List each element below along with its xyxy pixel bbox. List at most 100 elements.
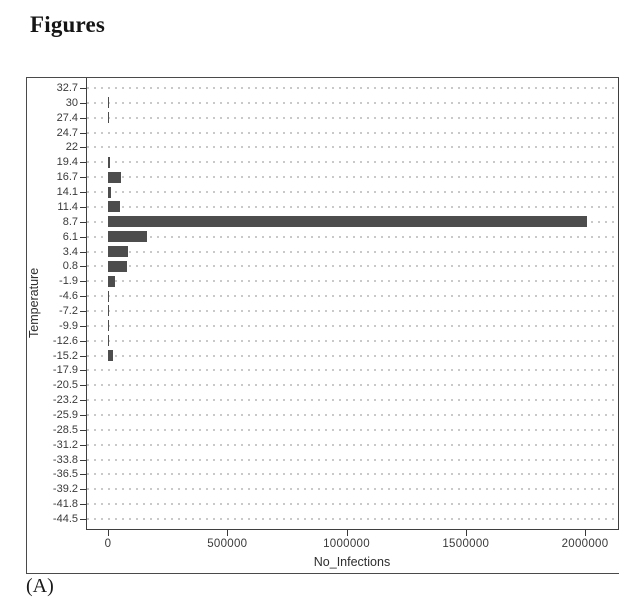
y-tick-label: -17.9 [52, 364, 78, 377]
y-tick-label: -12.6 [52, 334, 78, 347]
y-tick-label: -1.9 [59, 275, 78, 288]
bar-0.8 [108, 260, 127, 272]
y-tick-label: 24.7 [56, 126, 78, 139]
y-tick-label: 30 [65, 96, 78, 109]
figure-caption: (A) [26, 575, 54, 597]
y-tick-mark [80, 340, 86, 342]
x-tick-mark [465, 530, 467, 536]
gridline [87, 265, 618, 268]
bar--15.2 [108, 350, 113, 361]
bar--7.2 [108, 305, 109, 317]
y-tick-mark [80, 400, 86, 402]
x-tick-label: 0 [104, 538, 112, 550]
y-tick-mark [80, 370, 86, 372]
y-tick-mark [80, 266, 86, 268]
y-tick-label: 32.7 [56, 82, 78, 94]
gridline [87, 280, 618, 283]
page-title: Figures [30, 12, 106, 37]
gridline [87, 518, 618, 520]
gridline [87, 428, 618, 431]
y-tick-mark [80, 310, 86, 312]
y-tick-mark [80, 147, 86, 149]
y-tick-mark [80, 444, 86, 446]
x-tick-label: 1000000 [323, 538, 370, 550]
gridline [87, 131, 618, 134]
y-tick-mark [80, 355, 86, 357]
gridline [87, 146, 618, 149]
bar--4.6 [108, 290, 110, 302]
figure-image: 32.7 30 27.4 24.7 22 19.4 16.7 14.1 11.4 8.7 6.1 3.… [26, 77, 619, 574]
gridline [87, 191, 618, 193]
x-tick-mark [346, 530, 348, 536]
y-tick-label: -36.5 [52, 468, 78, 481]
y-tick-mark [80, 325, 86, 327]
y-tick-mark [80, 429, 86, 431]
bar-6.1 [108, 231, 148, 243]
bar-19.4 [108, 156, 110, 168]
gridline [87, 250, 618, 253]
y-tick-label: -41.8 [52, 498, 78, 511]
y-tick-mark [80, 162, 86, 164]
gridline [87, 384, 618, 387]
gridline [87, 488, 618, 491]
gridline [87, 369, 618, 372]
y-tick-mark [80, 504, 86, 506]
y-tick-label: -9.9 [59, 319, 78, 332]
bar-11.4 [108, 201, 120, 213]
gridline [87, 354, 618, 357]
x-tick-mark [585, 530, 586, 536]
y-tick-label: 14.1 [56, 186, 78, 198]
y-tick-mark [80, 519, 86, 520]
gridline [87, 205, 618, 208]
gridline [87, 176, 618, 179]
gridline [87, 235, 618, 238]
bar-8.7 [108, 216, 588, 228]
y-tick-mark [80, 117, 86, 119]
y-tick-label: 27.4 [56, 111, 78, 124]
x-tick-mark [108, 530, 109, 536]
y-tick-label: 0.8 [62, 260, 78, 273]
y-tick-mark [80, 221, 86, 223]
y-tick-label: 19.4 [56, 156, 78, 169]
x-tick-label: 1500000 [442, 538, 490, 550]
y-tick-label: 22 [65, 141, 78, 154]
gridline [87, 443, 618, 446]
bar--9.9 [108, 320, 109, 332]
y-tick-label: 3.4 [62, 245, 78, 258]
gridline [87, 324, 618, 327]
gridline [87, 473, 618, 476]
y-tick-label: -7.2 [59, 304, 78, 317]
y-tick-label: 8.7 [62, 215, 78, 228]
y-tick-mark [80, 415, 86, 416]
y-tick-label: -33.8 [52, 453, 78, 466]
gridline [87, 503, 618, 506]
y-tick-mark [80, 385, 86, 387]
x-tick-label: 2000000 [561, 538, 609, 550]
bar-3.4 [108, 246, 129, 257]
gridline [87, 116, 618, 119]
gridline [87, 414, 618, 416]
x-axis-title: No_Infections [313, 555, 391, 569]
y-tick-mark [80, 251, 86, 253]
y-tick-mark [80, 296, 86, 298]
gridline [87, 161, 618, 164]
x-tick-label: 500000 [207, 538, 248, 550]
y-tick-mark [80, 236, 86, 238]
bar--1.9 [108, 275, 115, 287]
y-tick-mark [80, 489, 86, 491]
y-tick-label: -28.5 [52, 423, 78, 436]
gridline [87, 309, 618, 312]
y-tick-label: -4.6 [59, 290, 78, 303]
y-tick-mark [80, 88, 86, 89]
y-tick-mark [80, 474, 86, 476]
bar--12.6 [108, 335, 110, 347]
y-tick-label: -25.9 [52, 409, 78, 421]
y-tick-mark [80, 459, 86, 461]
y-tick-label: -44.5 [52, 513, 78, 525]
y-tick-label: 16.7 [56, 171, 78, 184]
gridline [87, 458, 618, 461]
gridline [87, 295, 618, 298]
plot-panel [86, 78, 619, 530]
y-tick-label: -20.5 [52, 379, 78, 392]
